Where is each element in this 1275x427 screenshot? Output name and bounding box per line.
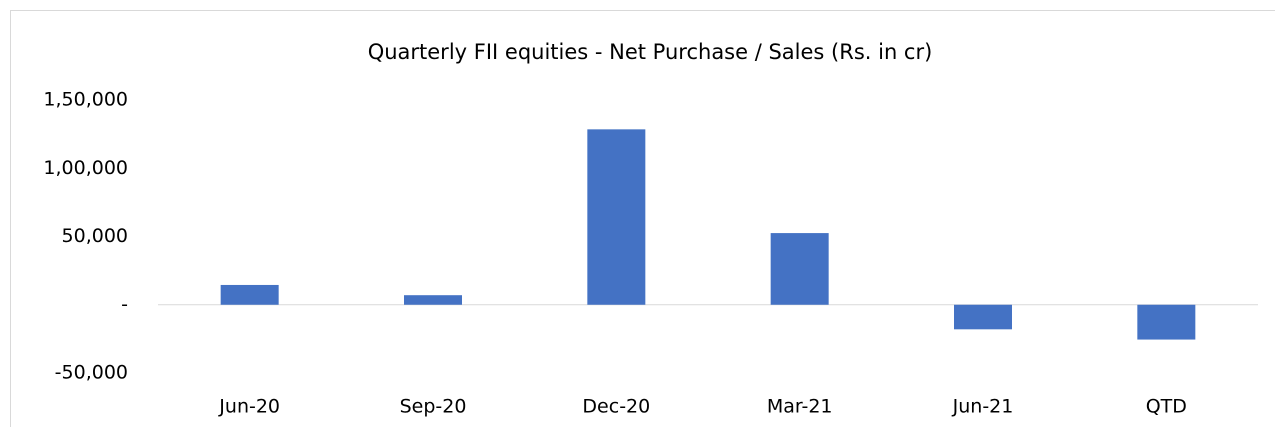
x-tick-label: Mar-21 (767, 396, 833, 418)
bar (404, 295, 462, 305)
bar (220, 284, 279, 305)
chart-title: Quarterly FII equities - Net Purchase / … (368, 40, 933, 64)
x-tick-label: QTD (1146, 396, 1187, 418)
x-tick-label: Dec-20 (582, 396, 650, 418)
y-tick-label: -50,000 (55, 362, 128, 384)
y-tick-label: 1,00,000 (43, 157, 128, 179)
bar (587, 129, 646, 305)
x-tick-label: Jun-20 (218, 396, 280, 418)
bar (1137, 304, 1196, 340)
x-tick-label: Jun-21 (952, 396, 1014, 418)
y-tick-label: - (121, 293, 128, 315)
bar (770, 233, 829, 305)
x-tick-label: Sep-20 (400, 396, 467, 418)
bar (954, 304, 1012, 330)
chart-frame (10, 10, 1275, 427)
y-tick-label: 1,50,000 (43, 89, 128, 111)
y-tick-label: 50,000 (62, 225, 128, 247)
